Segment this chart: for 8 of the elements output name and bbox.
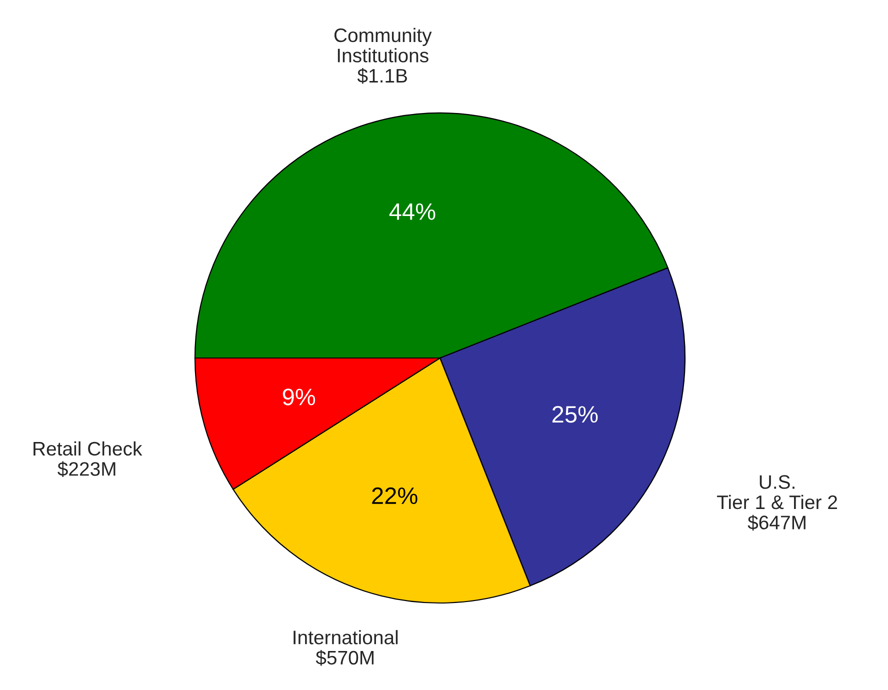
slice-label: U.S. Tier 1 & Tier 2 $647M: [717, 475, 837, 531]
data-label: 22%: [372, 487, 418, 504]
slice-label: Retail Check $223M: [34, 441, 142, 478]
data-label: 9%: [282, 388, 316, 406]
data-label: 44%: [389, 203, 436, 220]
slice-label: International $570M: [294, 630, 398, 666]
data-label: 25%: [552, 406, 598, 423]
slice-label: Community Institutions $1.1B: [334, 28, 432, 84]
